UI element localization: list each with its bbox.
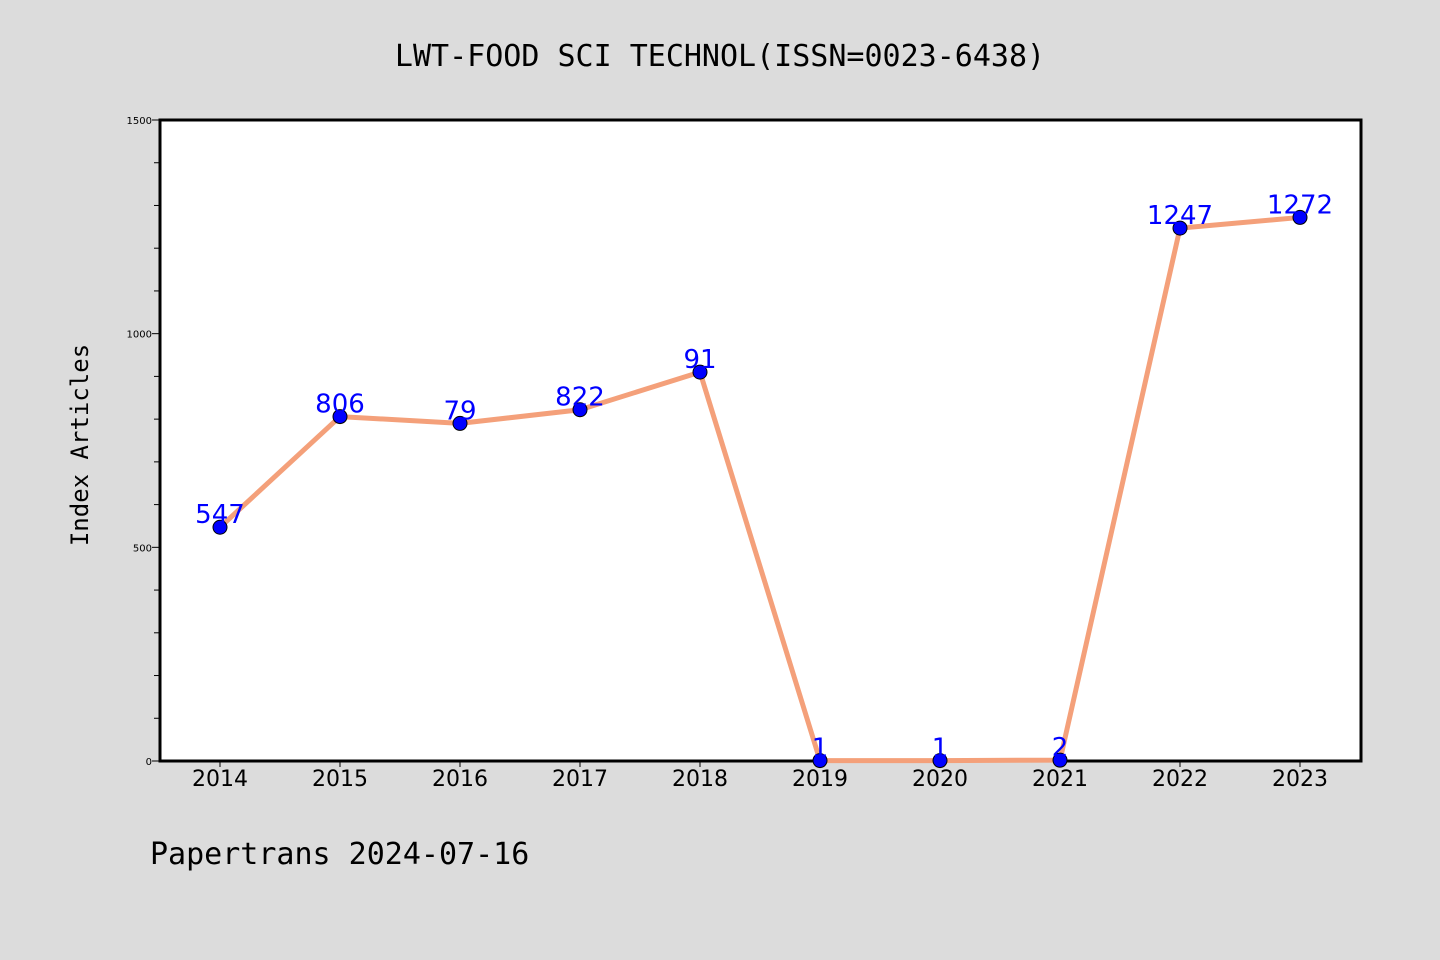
footer-text: Papertrans 2024-07-16 [150, 837, 529, 872]
data-point [452, 415, 468, 431]
y-axis-label: Index Articles [66, 344, 94, 546]
data-point [572, 402, 588, 418]
series-line [218, 214, 1301, 764]
data-label: 79 [443, 396, 476, 426]
y-tick-label: 0 [146, 757, 152, 768]
data-point [812, 753, 828, 769]
y-tick-label: 1500 [127, 116, 152, 127]
data-label: 1247 [1147, 201, 1213, 231]
data-label: 1 [812, 734, 829, 764]
x-tick-label: 2020 [912, 767, 968, 792]
data-label: 91 [683, 345, 716, 375]
data-point [1292, 209, 1308, 225]
x-tick-label: 2023 [1272, 767, 1328, 792]
data-label: 806 [315, 390, 365, 420]
data-point [332, 409, 348, 425]
x-tick-label: 2016 [432, 767, 488, 792]
data-markers [212, 209, 1308, 769]
x-tick-label: 2022 [1152, 767, 1208, 792]
x-tick-label: 2019 [792, 767, 848, 792]
y-axis: 0 500 1000 1500 [127, 116, 160, 768]
y-tick-label: 500 [133, 543, 152, 554]
x-tick-label: 2017 [552, 767, 608, 792]
data-label: 547 [195, 500, 245, 530]
x-tick-label: 2014 [192, 767, 248, 792]
data-label: 1272 [1267, 190, 1333, 220]
data-label: 1 [932, 734, 949, 764]
data-point [692, 364, 708, 380]
x-tick-label: 2018 [672, 767, 728, 792]
plot-area [158, 118, 1363, 763]
x-axis: 2014 2015 2016 2017 2018 2019 2020 2021 2022 2023 [192, 761, 1328, 792]
data-label: 2 [1052, 733, 1069, 763]
data-point [932, 753, 948, 769]
data-point [1052, 752, 1068, 768]
y-tick-label: 1000 [127, 330, 152, 341]
data-label: 822 [555, 383, 605, 413]
chart-title: LWT-FOOD SCI TECHNOL(ISSN=0023-6438) [395, 39, 1045, 74]
series-line-group [218, 214, 1301, 764]
x-tick-label: 2021 [1032, 767, 1088, 792]
data-point [1172, 220, 1188, 236]
data-point [212, 519, 228, 535]
data-labels: 547 806 79 822 91 1 1 2 1247 1272 [195, 190, 1333, 763]
x-tick-label: 2015 [312, 767, 368, 792]
